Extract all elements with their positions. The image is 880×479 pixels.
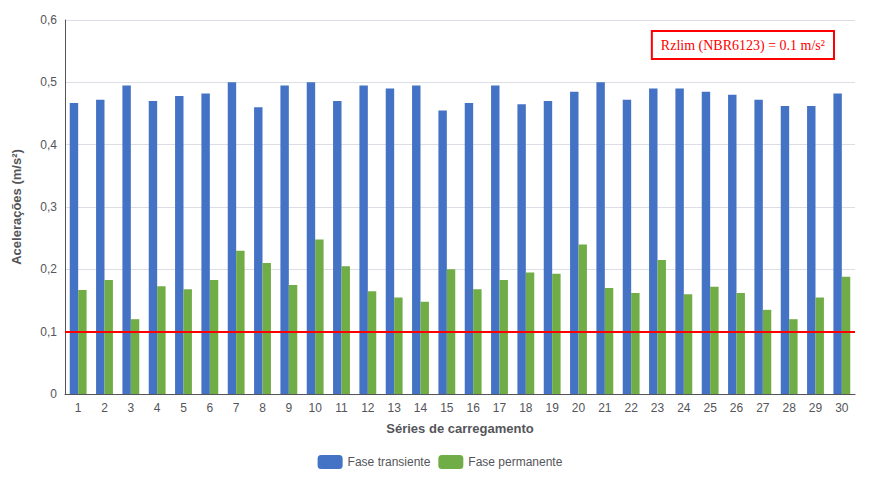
svg-text:27: 27: [756, 401, 770, 415]
svg-text:13: 13: [387, 401, 401, 415]
svg-text:Acelerações (m/s²): Acelerações (m/s²): [9, 149, 24, 265]
svg-text:Rzlim (NBR6123) = 0.1 m/s²: Rzlim (NBR6123) = 0.1 m/s²: [661, 38, 825, 54]
svg-text:0: 0: [50, 387, 57, 401]
svg-text:0,1: 0,1: [40, 325, 57, 339]
svg-text:25: 25: [703, 401, 717, 415]
svg-text:1: 1: [75, 401, 82, 415]
svg-text:21: 21: [598, 401, 612, 415]
svg-text:24: 24: [677, 401, 691, 415]
svg-text:28: 28: [782, 401, 796, 415]
svg-text:0,5: 0,5: [40, 75, 57, 89]
svg-text:8: 8: [259, 401, 266, 415]
svg-text:19: 19: [545, 401, 559, 415]
svg-text:14: 14: [414, 401, 428, 415]
svg-text:20: 20: [572, 401, 586, 415]
svg-text:18: 18: [519, 401, 533, 415]
svg-text:Séries de carregamento: Séries de carregamento: [386, 421, 533, 436]
svg-text:Fase permanente: Fase permanente: [468, 455, 562, 469]
svg-text:23: 23: [651, 401, 665, 415]
svg-text:Fase transiente: Fase transiente: [348, 455, 431, 469]
svg-text:4: 4: [154, 401, 161, 415]
svg-text:12: 12: [361, 401, 375, 415]
svg-text:5: 5: [180, 401, 187, 415]
svg-text:17: 17: [493, 401, 507, 415]
svg-text:11: 11: [335, 401, 348, 415]
svg-text:29: 29: [809, 401, 823, 415]
svg-text:26: 26: [730, 401, 744, 415]
svg-text:22: 22: [624, 401, 638, 415]
svg-text:0,3: 0,3: [40, 200, 57, 214]
svg-text:15: 15: [440, 401, 454, 415]
svg-text:7: 7: [233, 401, 240, 415]
svg-text:6: 6: [206, 401, 213, 415]
svg-text:30: 30: [835, 401, 849, 415]
svg-text:9: 9: [285, 401, 292, 415]
svg-text:0,4: 0,4: [40, 138, 57, 152]
svg-text:0,2: 0,2: [40, 262, 57, 276]
svg-text:10: 10: [308, 401, 322, 415]
svg-text:3: 3: [127, 401, 134, 415]
svg-text:16: 16: [466, 401, 480, 415]
svg-text:0,6: 0,6: [40, 13, 57, 27]
svg-text:2: 2: [101, 401, 108, 415]
